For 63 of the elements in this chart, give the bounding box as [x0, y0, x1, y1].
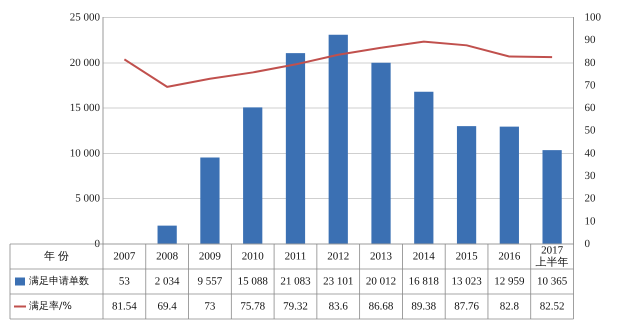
x-tick-label: 2008 — [156, 250, 179, 262]
bar — [371, 62, 391, 244]
x-tick-label: 2015 — [456, 250, 478, 262]
x-tick-label: 2014 — [412, 250, 436, 262]
y2-tick-label: 20 — [584, 192, 596, 205]
y-tick-label: 15 000 — [70, 102, 100, 114]
data-label: 73 — [204, 300, 216, 312]
bar — [414, 92, 434, 244]
data-label: 23 101 — [323, 275, 354, 288]
bar — [158, 226, 177, 244]
data-label: 69.4 — [158, 300, 178, 312]
data-label: 20 012 — [366, 275, 396, 288]
bar — [500, 126, 519, 244]
y2-tick-label: 90 — [584, 34, 596, 46]
bar — [542, 150, 562, 244]
x-tick-label: 2012 — [327, 250, 350, 262]
bar — [200, 157, 220, 244]
x-tick-label: 2011 — [284, 250, 306, 262]
y-tick-label: 10 000 — [70, 147, 100, 160]
bar — [328, 34, 348, 244]
data-label: 79.32 — [283, 300, 308, 312]
legend-label: 满足申请单数 — [29, 275, 89, 288]
bar — [286, 53, 306, 244]
bar — [243, 107, 262, 244]
data-label: 15 088 — [238, 275, 268, 288]
x-tick-label: 2013 — [370, 250, 393, 262]
data-label: 89.38 — [411, 300, 437, 312]
x-axis-title: 年 份 — [44, 249, 70, 262]
data-label: 16 818 — [408, 275, 440, 288]
data-label: 10 365 — [536, 275, 568, 288]
x-tick-label: 2007 — [113, 250, 136, 262]
y-tick-label: 25 000 — [70, 11, 100, 24]
y2-tick-label: 70 — [584, 79, 596, 92]
data-label: 82.8 — [500, 300, 520, 312]
y-tick-label: 20 000 — [70, 56, 100, 69]
y-tick-label: 0 — [94, 238, 100, 250]
y2-tick-label: 100 — [584, 11, 602, 24]
data-label: 81.54 — [112, 300, 138, 312]
y2-tick-label: 60 — [584, 102, 596, 114]
x-tick-label: 2017 上半年 — [536, 244, 569, 268]
data-label: 82.52 — [540, 300, 564, 312]
data-label: 2 034 — [154, 275, 180, 288]
data-label: 9 557 — [198, 275, 223, 288]
data-label: 75.78 — [240, 300, 266, 312]
y2-tick-label: 30 — [584, 170, 596, 182]
data-label: 86.68 — [368, 300, 394, 312]
y2-tick-label: 80 — [584, 56, 596, 69]
data-label: 87.76 — [454, 300, 480, 312]
y2-tick-label: 40 — [584, 147, 596, 160]
y2-tick-label: 50 — [584, 124, 596, 137]
bar — [456, 126, 476, 244]
x-tick-label: 2016 — [498, 250, 521, 262]
x-tick-label: 2009 — [198, 250, 222, 262]
x-tick-label: 2010 — [242, 250, 264, 262]
legend-label: 满足率/% — [29, 300, 72, 312]
y2-tick-label: 0 — [584, 238, 590, 250]
data-label: 21 083 — [280, 275, 312, 288]
y-tick-label: 5 000 — [75, 192, 100, 205]
data-label: 83.6 — [328, 300, 348, 312]
data-label: 13 023 — [451, 275, 482, 288]
data-label: 53 — [118, 275, 130, 288]
data-label: 12 959 — [494, 275, 525, 288]
y2-tick-label: 10 — [584, 215, 596, 228]
